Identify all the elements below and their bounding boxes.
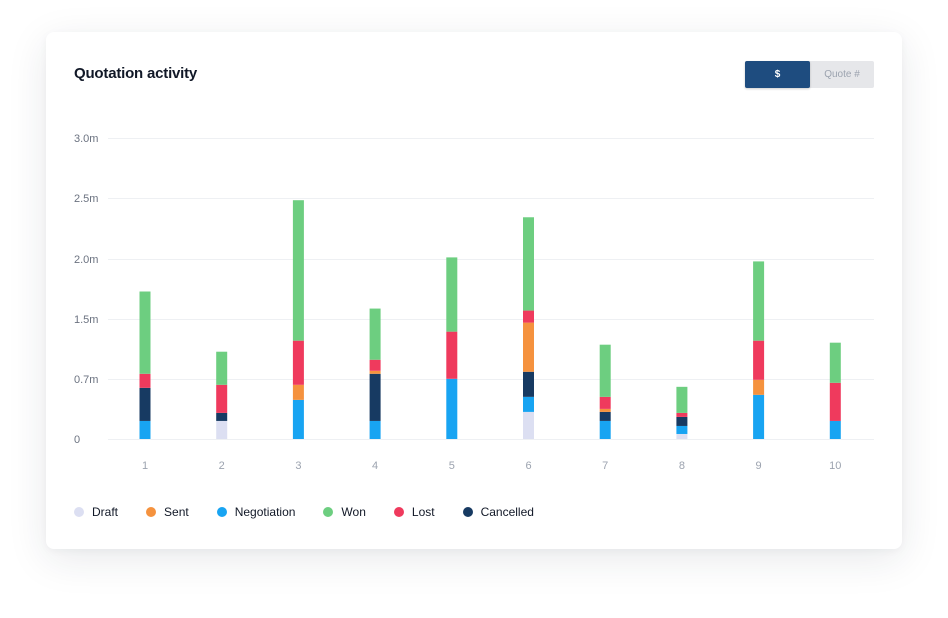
- x-tick-label: 6: [525, 460, 531, 472]
- legend-label: Won: [341, 505, 366, 519]
- bar-segment-lost-2: [216, 384, 228, 413]
- bar-segment-cancelled-4: [369, 373, 381, 421]
- bar-segment-lost-8: [676, 412, 688, 417]
- bar-segment-lost-6: [523, 310, 534, 323]
- legend-item-won: Won: [323, 505, 366, 519]
- bar-segment-sent-6: [523, 322, 534, 372]
- bar-segment-won-3: [292, 200, 304, 341]
- bar-segment-lost-9: [753, 340, 765, 380]
- bar-segment-cancelled-8: [676, 416, 688, 426]
- stacked-bar-chart: 0 0.7m 1.5m 2.0m 2.5m 3.0m 1 2 3 4 5 6 7 8 9 10: [74, 133, 874, 472]
- bar-segment-negotiation-1: [139, 420, 151, 439]
- bar-segment-negotiation-7: [599, 420, 611, 439]
- bar-segment-negotiation-6: [523, 396, 534, 412]
- y-tick-label: 3.0m: [74, 133, 98, 145]
- bar-segment-cancelled-2: [216, 412, 228, 421]
- bar-segment-lost-7: [599, 396, 611, 409]
- bar-segment-lost-10: [829, 382, 841, 421]
- legend-item-draft: Draft: [74, 505, 118, 519]
- y-tick-label: 0: [74, 434, 80, 446]
- y-tick-label: 2.0m: [74, 254, 98, 266]
- legend-label: Lost: [411, 505, 435, 519]
- legend-swatch: [323, 507, 334, 517]
- bar-segment-draft-8: [676, 433, 688, 439]
- bar-segment-won-4: [369, 308, 381, 360]
- bar-segment-negotiation-3: [292, 399, 304, 439]
- dollar-toggle-button[interactable]: $: [745, 61, 810, 88]
- legend-swatch: [393, 507, 404, 517]
- bar-segment-won-9: [753, 261, 765, 341]
- legend-label: Sent: [164, 505, 189, 519]
- bar-segment-won-6: [523, 217, 534, 311]
- bar-segment-sent-7: [599, 408, 611, 412]
- legend-swatch: [74, 507, 84, 517]
- x-tick-label: 5: [449, 460, 455, 472]
- chart-title: Quotation activity: [74, 65, 198, 82]
- x-tick-label: 8: [679, 460, 685, 472]
- bar-segment-won-7: [599, 344, 611, 397]
- legend-swatch: [146, 507, 157, 517]
- bar-segment-negotiation-8: [676, 425, 688, 434]
- bar-segment-negotiation-9: [753, 394, 765, 439]
- value-mode-toggle: $ Quote #: [745, 61, 874, 88]
- bar-segment-lost-1: [139, 373, 151, 388]
- bar-segment-cancelled-1: [139, 387, 151, 421]
- bar-segment-won-8: [676, 386, 688, 413]
- x-tick-label: 4: [372, 460, 378, 472]
- bar-segment-draft-2: [216, 420, 228, 439]
- legend-item-sent: Sent: [146, 505, 189, 519]
- x-tick-label: 1: [142, 460, 148, 472]
- x-tick-label: 2: [219, 460, 225, 472]
- legend-item-lost: Lost: [393, 505, 435, 519]
- bar-segment-cancelled-6: [523, 371, 534, 397]
- legend-label: Cancelled: [480, 505, 534, 519]
- legend-swatch: [216, 507, 227, 517]
- bar-segment-negotiation-5: [446, 378, 458, 439]
- y-tick-label: 1.5m: [74, 314, 98, 326]
- legend-swatch: [462, 507, 473, 517]
- quote-count-toggle-button[interactable]: Quote #: [824, 69, 860, 80]
- bar-segment-won-10: [829, 342, 841, 383]
- legend-label: Negotiation: [234, 505, 296, 519]
- bar-segment-sent-4: [369, 370, 381, 374]
- y-tick-label: 2.5m: [74, 193, 98, 205]
- quotation-activity-card: Quotation activity $ Quote # 0 0.7m 1.5m 2.…: [46, 32, 902, 549]
- bar-segment-lost-3: [292, 340, 304, 385]
- x-tick-label: 10: [829, 460, 841, 472]
- x-tick-label: 3: [295, 460, 301, 472]
- chart-legend: Draft Sent Negotiation Won Lost Cancelled: [74, 505, 562, 519]
- bar-segment-cancelled-7: [599, 411, 611, 421]
- legend-item-negotiation: Negotiation: [216, 505, 296, 519]
- x-tick-label: 7: [602, 460, 608, 472]
- x-tick-label: 9: [756, 460, 762, 472]
- bar-segment-sent-9: [753, 379, 765, 395]
- bar-segment-negotiation-10: [829, 420, 841, 439]
- bar-segment-won-1: [139, 291, 151, 374]
- bar-segment-won-5: [446, 257, 458, 332]
- bar-segment-draft-6: [523, 411, 534, 439]
- legend-item-cancelled: Cancelled: [462, 505, 534, 519]
- bar-segment-lost-4: [369, 359, 381, 371]
- bar-segment-negotiation-4: [369, 420, 381, 439]
- bar-segment-lost-5: [446, 331, 458, 379]
- legend-label: Draft: [92, 505, 119, 519]
- y-tick-label: 0.7m: [74, 374, 98, 386]
- bar-segment-sent-3: [292, 384, 304, 400]
- bar-segment-won-2: [216, 351, 228, 385]
